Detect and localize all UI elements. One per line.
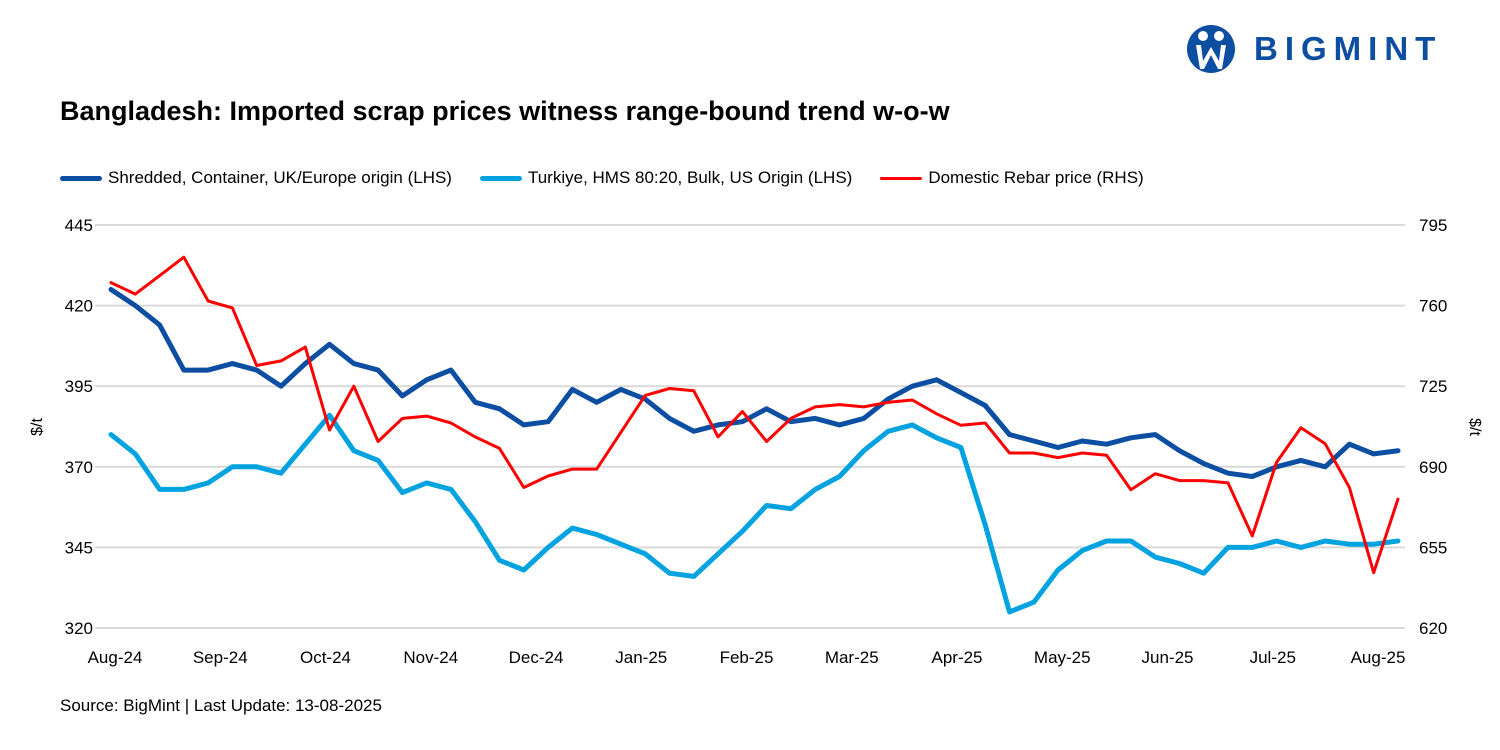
legend-swatch (880, 176, 923, 180)
x-tick-label: Oct-24 (300, 648, 351, 667)
x-tick-label: Aug-25 (1351, 648, 1406, 667)
x-tick-label: Feb-25 (720, 648, 774, 667)
y-tick-label-right: 620 (1419, 619, 1447, 638)
y-tick-label-left: 345 (65, 538, 93, 557)
series-line (108, 412, 1401, 615)
legend-label: Turkiye, HMS 80:20, Bulk, US Origin (LHS… (527, 168, 853, 187)
bigmint-people-icon (1187, 25, 1235, 73)
y-tick-label-left: 420 (65, 297, 93, 316)
y-tick-label-right: 725 (1419, 377, 1447, 396)
y-axis-label-left: $/t (29, 418, 46, 436)
legend-swatch (479, 175, 522, 181)
logo-text: BIGMINT (1254, 30, 1443, 67)
legend-item-shredded: Shredded, Container, UK/Europe origin (L… (60, 168, 452, 188)
y-tick-label-right: 760 (1419, 297, 1447, 316)
legend-label: Shredded, Container, UK/Europe origin (L… (108, 168, 452, 187)
y-tick-label-right: 690 (1419, 458, 1447, 477)
y-axis-label-right: $/t (1466, 418, 1483, 436)
legend-item-turkiye: Turkiye, HMS 80:20, Bulk, US Origin (LHS… (479, 168, 853, 188)
x-tick-label: Jul-25 (1250, 648, 1296, 667)
y-tick-label-left: 445 (65, 216, 93, 235)
legend: Shredded, Container, UK/Europe origin (L… (60, 168, 1172, 188)
source-note: Source: BigMint | Last Update: 13-08-202… (60, 696, 382, 715)
x-tick-label: Aug-24 (88, 648, 143, 667)
chart-title: Bangladesh: Imported scrap prices witnes… (60, 96, 950, 126)
x-tick-label: Mar-25 (825, 648, 879, 667)
x-tick-label: Jan-25 (615, 648, 667, 667)
x-tick-label: May-25 (1034, 648, 1091, 667)
y-tick-label-left: 370 (65, 458, 93, 477)
x-tick-label: Sep-24 (193, 648, 248, 667)
series-line (109, 255, 1400, 575)
y-tick-label-right: 795 (1419, 216, 1447, 235)
y-tick-label-left: 320 (65, 619, 93, 638)
x-tick-label: Jun-25 (1142, 648, 1194, 667)
bigmint-logo: BIGMINT (1186, 25, 1442, 73)
x-tick-label: Apr-25 (931, 648, 982, 667)
y-tick-label-right: 655 (1419, 538, 1447, 557)
x-tick-label: Dec-24 (509, 648, 564, 667)
y-tick-label-left: 395 (65, 377, 93, 396)
legend-swatch (60, 175, 102, 181)
legend-label: Domestic Rebar price (RHS) (928, 168, 1144, 187)
x-tick-label: Nov-24 (403, 648, 458, 667)
series-line (108, 287, 1401, 479)
legend-item-rebar: Domestic Rebar price (RHS) (880, 168, 1144, 188)
